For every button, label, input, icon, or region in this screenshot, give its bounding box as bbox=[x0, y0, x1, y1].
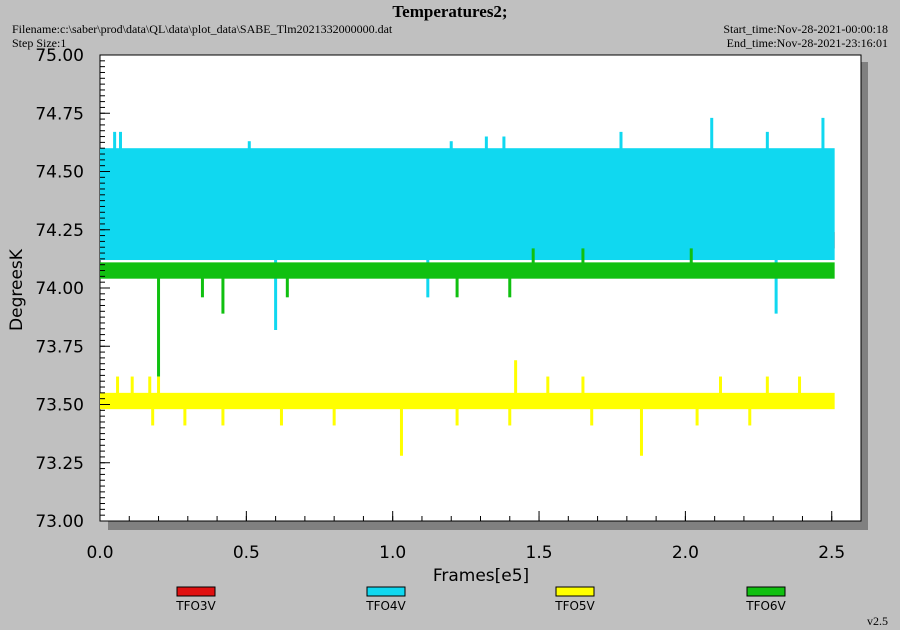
y-tick-label-6: 74.50 bbox=[35, 163, 84, 183]
end-time-label: End_time:Nov-28-2021-23:16:01 bbox=[726, 36, 888, 50]
y-tick-label-3: 73.75 bbox=[35, 337, 84, 357]
legend: TFO3V TFO4V TFO5V TFO6V bbox=[175, 586, 787, 613]
y-tick-label-4: 74.00 bbox=[35, 279, 84, 299]
band-TFO5V bbox=[100, 392, 835, 410]
series-TFO5V bbox=[100, 360, 835, 456]
legend-swatch-TFO4V bbox=[366, 586, 406, 597]
legend-swatch-TFO3V bbox=[176, 586, 216, 597]
series-layer bbox=[100, 117, 835, 456]
y-tick-label-7: 74.75 bbox=[35, 104, 84, 124]
plot-area bbox=[99, 54, 862, 522]
y-tick-label-5: 74.25 bbox=[35, 221, 84, 241]
x-axis-label: Frames[e5] bbox=[433, 566, 529, 586]
band-TFO6V bbox=[100, 262, 835, 279]
axis-layer: 73.00 73.25 73.50 73.75 74.00 74.25 74.50 74.75… bbox=[7, 46, 862, 586]
step-size-label: Step Size:1 bbox=[12, 36, 67, 50]
legend-label-TFO3V: TFO3V bbox=[175, 599, 216, 613]
y-tick-label-0: 73.00 bbox=[35, 512, 84, 532]
legend-label-TFO6V: TFO6V bbox=[745, 599, 786, 613]
x-tick-label-5: 2.5 bbox=[818, 543, 845, 563]
x-tick-label-1: 0.5 bbox=[233, 543, 260, 563]
legend-swatch-TFO5V bbox=[555, 586, 595, 597]
band-TFO4V bbox=[100, 148, 835, 261]
filename-label: Filename:c:\saber\prod\data\QL\data\plot… bbox=[12, 22, 393, 36]
x-tick-label-2: 1.0 bbox=[379, 543, 406, 563]
y-tick-label-2: 73.50 bbox=[35, 396, 84, 416]
x-tick-label-0: 0.0 bbox=[86, 543, 113, 563]
y-tick-label-1: 73.25 bbox=[35, 454, 84, 474]
series-TFO6V bbox=[100, 248, 835, 377]
legend-label-TFO4V: TFO4V bbox=[365, 599, 406, 613]
x-tick-label-4: 2.0 bbox=[672, 543, 699, 563]
version-label: v2.5 bbox=[867, 614, 888, 628]
series-TFO4V bbox=[100, 117, 835, 330]
legend-swatch-TFO6V bbox=[746, 586, 786, 597]
chart-title: Temperatures2; bbox=[392, 2, 508, 21]
y-axis-label: DegreesK bbox=[7, 248, 27, 331]
x-tick-label-3: 1.5 bbox=[526, 543, 553, 563]
y-tick-label-8: 75.00 bbox=[35, 46, 84, 66]
start-time-label: Start_time:Nov-28-2021-00:00:18 bbox=[723, 22, 888, 36]
legend-label-TFO5V: TFO5V bbox=[554, 599, 595, 613]
